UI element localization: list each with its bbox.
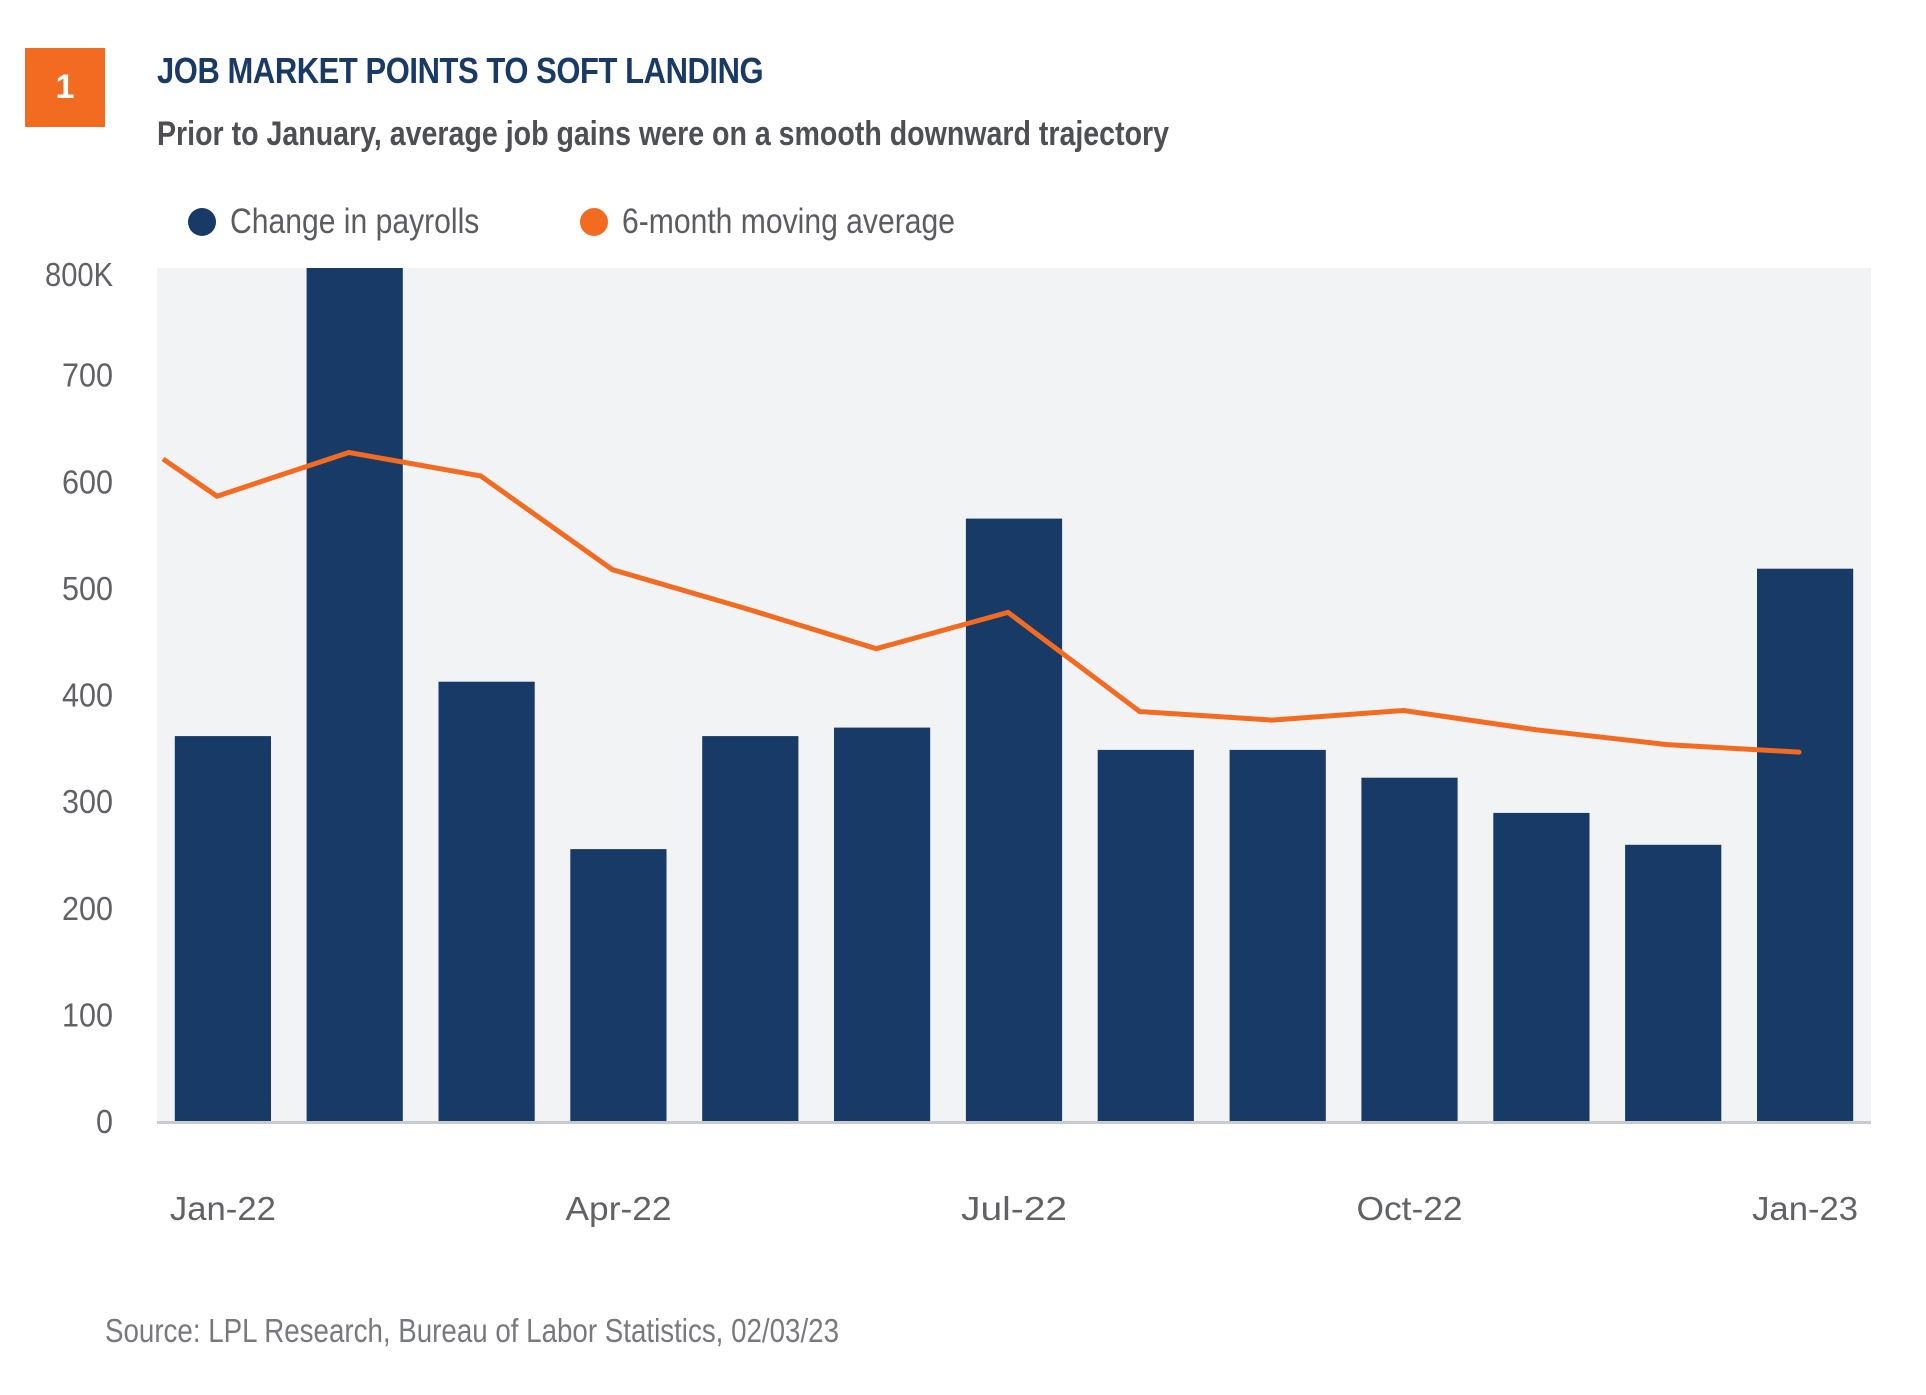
ma-point-dec-22 xyxy=(1664,742,1670,748)
bar-sep-22 xyxy=(1229,749,1326,1121)
chart-subtitle: Prior to January, average job gains were… xyxy=(157,115,1170,153)
y-tick-label-800: 800K xyxy=(45,256,113,293)
legend-dot-payrolls-icon xyxy=(188,208,216,236)
bar-apr-22 xyxy=(570,849,667,1121)
ma-point-jun-22 xyxy=(873,646,879,652)
y-axis-tick-labels: 0 100 200 300 400 500 600 700 800K xyxy=(45,256,113,1140)
y-tick-label-100: 100 xyxy=(62,996,113,1033)
bar-aug-22 xyxy=(1097,749,1194,1121)
legend-item-payrolls: Change in payrolls xyxy=(188,202,520,242)
moving-average-points xyxy=(214,450,1802,755)
ma-point-jan-22 xyxy=(214,493,220,499)
bar-oct-22 xyxy=(1361,777,1458,1121)
legend-item-moving-average: 6-month moving average xyxy=(579,202,1009,242)
y-tick-label-700: 700 xyxy=(62,357,113,394)
ma-point-jan-23 xyxy=(1796,749,1802,755)
x-tick-label-apr-22: Apr-22 xyxy=(566,1190,672,1227)
ma-point-oct-22 xyxy=(1401,708,1406,713)
line-series-moving-average xyxy=(161,450,1800,755)
ma-point-sep-22 xyxy=(1269,717,1275,723)
ma-point-nov-22 xyxy=(1532,727,1538,733)
y-tick-label-500: 500 xyxy=(62,570,113,607)
legend-label-payrolls: Change in payrolls xyxy=(230,202,480,241)
x-tick-label-jul-22: Jul-22 xyxy=(961,1190,1067,1227)
bar-may-22 xyxy=(702,736,799,1121)
bar-jan-23 xyxy=(1757,568,1854,1121)
legend-label-moving-average: 6-month moving average xyxy=(621,202,955,241)
ma-point-may-22 xyxy=(741,605,747,611)
bar-jan-22 xyxy=(174,736,271,1121)
x-tick-label-jan-23: Jan-23 xyxy=(1752,1190,1858,1227)
y-tick-label-300: 300 xyxy=(62,783,113,820)
bar-feb-22 xyxy=(306,268,403,1121)
bar-nov-22 xyxy=(1493,812,1590,1121)
x-tick-label-jan-22: Jan-22 xyxy=(170,1190,276,1227)
y-tick-label-0: 0 xyxy=(96,1103,113,1140)
x-tick-label-oct-22: Oct-22 xyxy=(1357,1190,1463,1227)
x-axis-tick-labels: Jan-22 Apr-22 Jul-22 Oct-22 Jan-23 xyxy=(170,1190,1858,1227)
bar-jul-22 xyxy=(965,518,1063,1121)
ma-point-mar-22 xyxy=(478,473,484,479)
ma-point-apr-22 xyxy=(610,567,615,573)
ma-point-aug-22 xyxy=(1137,709,1143,715)
y-tick-label-200: 200 xyxy=(62,890,113,927)
legend-dot-moving-average-icon xyxy=(579,208,608,236)
ma-point-feb-22 xyxy=(346,450,352,455)
chart-title: JOB MARKET POINTS TO SOFT LANDING xyxy=(157,50,764,91)
legend: Change in payrolls 6-month moving averag… xyxy=(188,200,1069,244)
bar-jun-22 xyxy=(834,727,931,1121)
bar-mar-22 xyxy=(438,681,535,1121)
y-tick-label-400: 400 xyxy=(62,677,113,714)
y-tick-label-600: 600 xyxy=(62,463,113,500)
bar-dec-22 xyxy=(1625,844,1722,1121)
source-note: Source: LPL Research, Bureau of Labor St… xyxy=(105,1312,839,1349)
chart-number-badge: 1 xyxy=(25,48,105,127)
ma-point-jul-22 xyxy=(1005,609,1011,615)
